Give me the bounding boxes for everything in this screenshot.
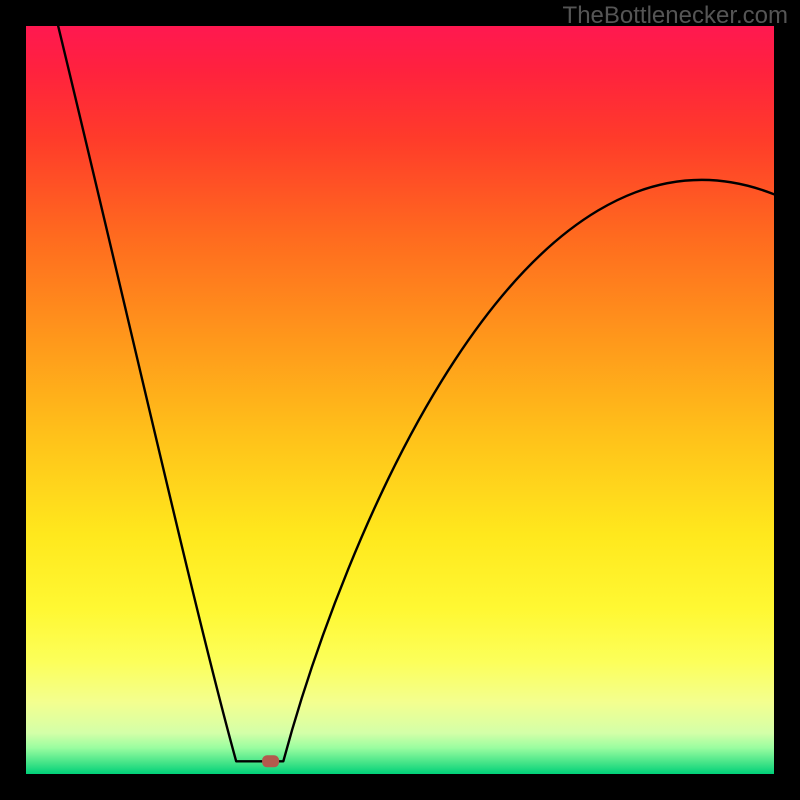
chart-background [26,26,774,774]
optimum-marker [262,755,279,767]
watermark-text: TheBottlenecker.com [563,2,788,30]
chart-svg [26,26,774,774]
